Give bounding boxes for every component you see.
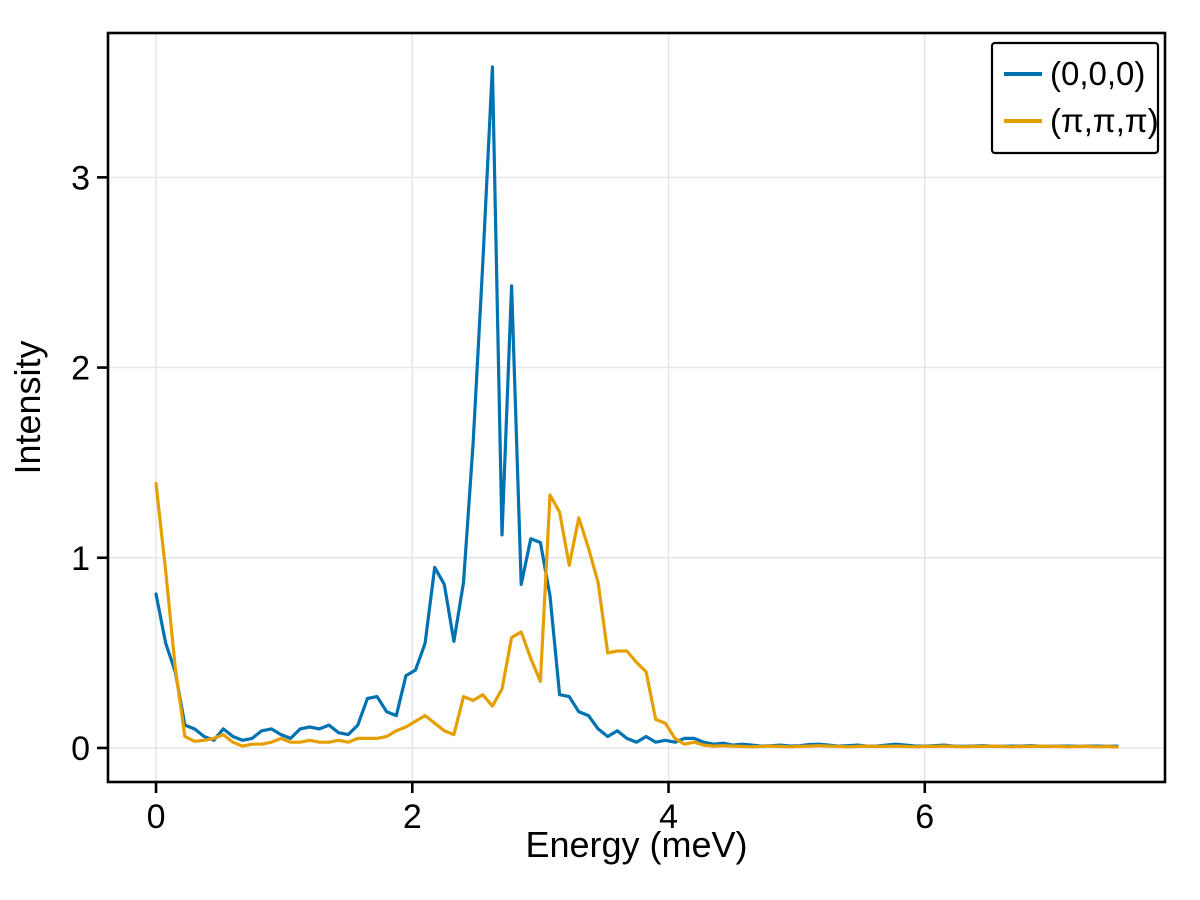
legend-label-0: (0,0,0) xyxy=(1050,55,1145,92)
legend-label-1: (π,π,π) xyxy=(1050,102,1159,139)
x-axis-label: Energy (meV) xyxy=(525,824,747,865)
legend-frame xyxy=(990,41,1160,155)
x-tick-label-0: 0 xyxy=(147,798,166,836)
y-tick-label-0: 0 xyxy=(71,730,90,768)
y-tick-label-3: 3 xyxy=(71,159,90,197)
series-line-1 xyxy=(154,482,1119,749)
x-tick-label-1: 2 xyxy=(403,798,422,836)
y-tick-label-1: 1 xyxy=(71,540,90,578)
legend-entry-0: (0,0,0) xyxy=(1004,55,1145,92)
x-tick-label-3: 6 xyxy=(915,798,934,836)
legend-entry-1: (π,π,π) xyxy=(1004,102,1159,139)
x-tick-label-2: 4 xyxy=(659,798,678,836)
y-tick-label-2: 2 xyxy=(71,350,90,388)
legend: (0,0,0) (π,π,π) xyxy=(990,41,1160,155)
plot-border xyxy=(106,31,1167,784)
y-axis-label: Intensity xyxy=(7,340,48,474)
